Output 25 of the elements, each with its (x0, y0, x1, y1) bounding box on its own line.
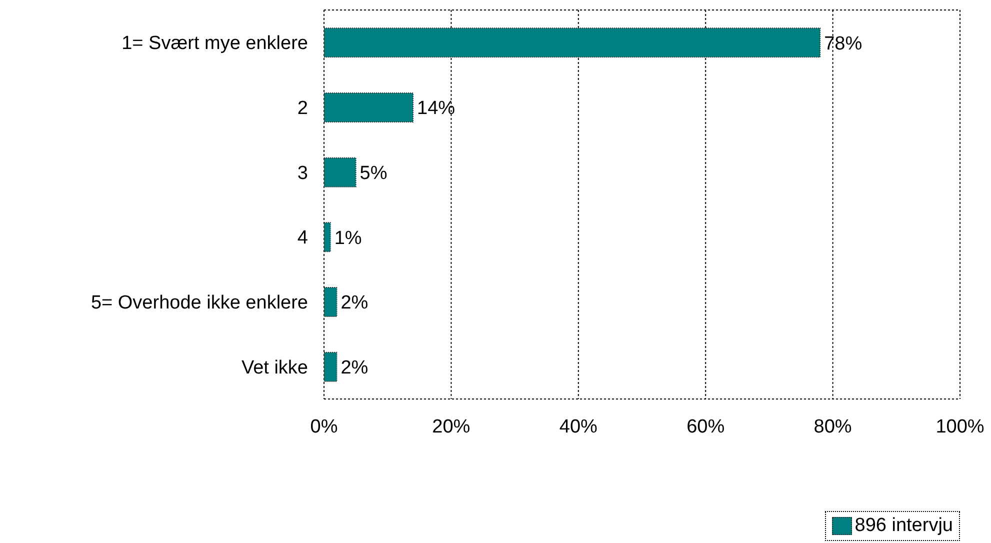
x-tick-label: 20% (432, 416, 470, 438)
x-tick-label: 0% (310, 416, 338, 438)
x-tick-label: 40% (559, 416, 598, 438)
bar (324, 352, 338, 382)
bar (324, 92, 414, 122)
y-tick-label: 5= Overhode ikke enklere (90, 292, 308, 314)
x-tick-label: 100% (936, 416, 984, 438)
data-label: 2% (340, 358, 368, 379)
y-tick-label: 2 (297, 98, 308, 119)
y-tick-label: 4 (297, 228, 308, 249)
x-tick-label: 80% (814, 416, 852, 438)
bar (324, 28, 821, 58)
data-label: 5% (360, 163, 388, 184)
y-tick-label: 1= Svært mye enklere (122, 33, 308, 54)
data-label: 78% (824, 33, 862, 54)
bar (324, 157, 356, 188)
data-label: 14% (417, 98, 456, 120)
data-label: 1% (334, 228, 362, 249)
y-tick-label: Vet ikke (241, 357, 308, 378)
bar (324, 222, 331, 252)
legend-label: 896 intervju (854, 515, 953, 537)
x-tick-label: 60% (686, 416, 725, 438)
y-tick-label: 3 (297, 162, 308, 184)
data-label: 2% (340, 292, 368, 314)
bar (324, 286, 338, 317)
